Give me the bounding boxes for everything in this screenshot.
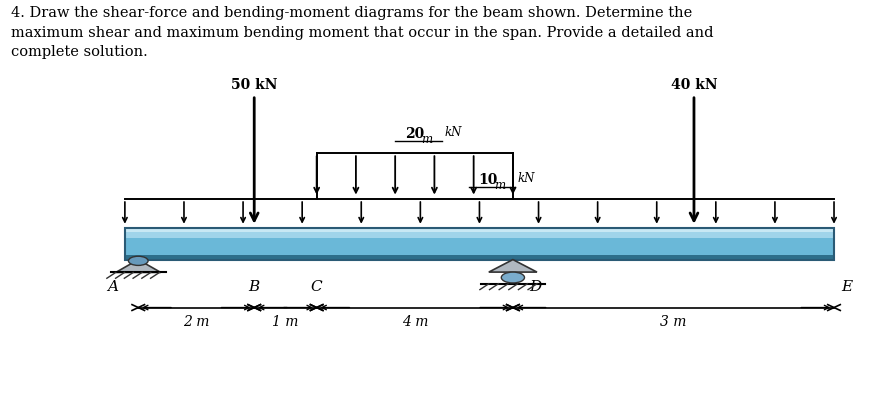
Text: 4 m: 4 m xyxy=(401,315,428,329)
Text: 20: 20 xyxy=(405,127,425,141)
Text: 4. Draw the shear-force and bending-moment diagrams for the beam shown. Determin: 4. Draw the shear-force and bending-mome… xyxy=(11,6,714,59)
Bar xyxy=(125,229,834,232)
Text: m: m xyxy=(495,179,506,192)
Text: D: D xyxy=(529,281,541,294)
Text: B: B xyxy=(249,281,260,294)
Text: kN: kN xyxy=(444,126,461,139)
Polygon shape xyxy=(116,259,161,272)
Text: 1 m: 1 m xyxy=(272,315,299,329)
Bar xyxy=(125,238,834,255)
Text: E: E xyxy=(841,281,852,294)
Bar xyxy=(125,229,834,259)
Polygon shape xyxy=(489,259,537,272)
Text: C: C xyxy=(310,281,323,294)
Text: 40 kN: 40 kN xyxy=(671,78,717,92)
Text: 3 m: 3 m xyxy=(660,315,687,329)
Circle shape xyxy=(501,272,524,283)
Bar xyxy=(125,232,834,238)
Circle shape xyxy=(128,256,148,265)
Text: 2 m: 2 m xyxy=(183,315,210,329)
Text: kN: kN xyxy=(518,171,535,184)
Text: 10: 10 xyxy=(479,173,498,187)
Text: A: A xyxy=(108,281,119,294)
Text: 50 kN: 50 kN xyxy=(231,78,277,92)
Text: m: m xyxy=(421,133,432,146)
Bar xyxy=(125,255,834,259)
